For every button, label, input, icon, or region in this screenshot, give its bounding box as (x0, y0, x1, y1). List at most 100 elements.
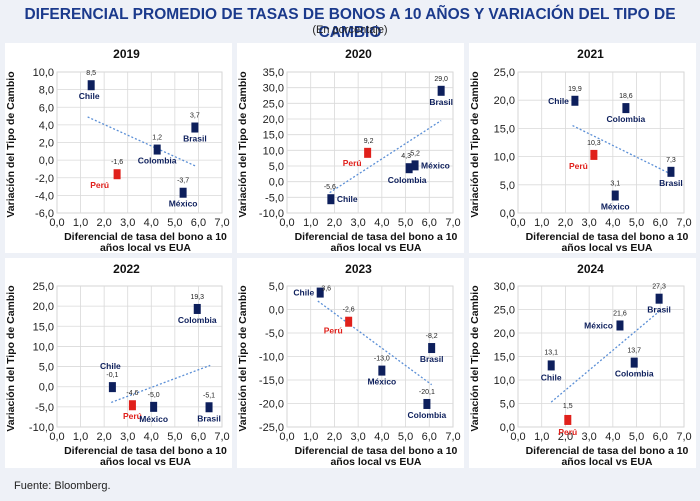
chart-2021-point-peru (590, 149, 598, 160)
chart-2022-country-label-chile: Chile (100, 361, 121, 371)
chart-2019-xtick-label: 6,0 (191, 217, 206, 229)
chart-2019-point-mexico (179, 187, 187, 198)
chart-2020-xtick-label: 7,0 (445, 217, 460, 229)
chart-2023-value-label-mexico: -13,0 (374, 356, 390, 363)
chart-2023-value-label-peru: -2,6 (343, 307, 355, 314)
chart-2021-country-label-mexico: México (601, 202, 630, 212)
chart-2022-ytick-label: 20,0 (33, 301, 54, 313)
chart-2019-point-peru (113, 169, 121, 180)
chart-2022-value-label-chile: -0,1 (106, 372, 118, 379)
chart-2024-xtick-label: 0,0 (510, 431, 525, 443)
chart-2023-point-colombia (423, 398, 431, 409)
chart-2020-xtick-label: 3,0 (350, 217, 365, 229)
chart-2021-ytick-label: 25,0 (494, 67, 515, 79)
chart-2022-point-mexico (150, 401, 158, 412)
chart-2020-xlabel-line1: Diferencial de tasa del bono a 10 (295, 231, 458, 243)
chart-2022-ytick-label: 15,0 (33, 321, 54, 333)
chart-2020-point-mexico (411, 160, 419, 171)
chart-2023-point-chile (316, 287, 324, 298)
chart-2020-ytick-label: 20,0 (263, 114, 284, 126)
chart-2022-xlabel-line1: Diferencial de tasa del bono a 10 (64, 445, 227, 457)
chart-2021-trendline (572, 124, 673, 176)
chart-2019-value-label-mexico: -3,7 (177, 178, 189, 185)
chart-2021-ytick-label: 10,0 (494, 152, 515, 164)
chart-2021-xtick-label: 4,0 (605, 217, 620, 229)
chart-2022-xtick-label: 2,0 (96, 431, 111, 443)
page-title: DIFERENCIAL PROMEDIO DE TASAS DE BONOS A… (24, 6, 676, 41)
chart-2024-point-chile (547, 360, 555, 371)
chart-2020-point-brasil (437, 85, 445, 96)
chart-2021-value-label-brasil: 7,3 (666, 157, 676, 164)
chart-2022-trendline (110, 364, 211, 404)
chart-2020-ytick-label: 5,0 (269, 161, 284, 173)
chart-2022-country-label-colombia: Colombia (178, 315, 217, 325)
chart-2020-xtick-label: 0,0 (279, 217, 294, 229)
chart-2020-point-colombia (405, 163, 413, 174)
chart-2024-value-label-mexico: 21,6 (613, 310, 627, 317)
chart-2022-point-peru (128, 400, 136, 411)
chart-2022-ylabel: Variación del Tipo de Cambio (5, 285, 17, 431)
chart-2024-xtick-label: 6,0 (653, 431, 668, 443)
chart-2020-ylabel: Variación del Tipo de Cambio (237, 71, 249, 217)
chart-2024-country-label-peru: Perú (558, 427, 577, 437)
chart-2023-value-label-brasil: -8,2 (426, 333, 438, 340)
chart-2021-xtick-label: 5,0 (629, 217, 644, 229)
chart-2021-xtick-label: 6,0 (653, 217, 668, 229)
chart-2023-country-label-brasil: Brasil (420, 354, 444, 364)
chart-2022-title: 2022 (113, 262, 140, 276)
chart-2020-value-label-colombia: 4,3 (401, 153, 411, 160)
chart-2021-title: 2021 (577, 47, 604, 61)
chart-2023-ytick-label: -20,0 (259, 399, 284, 411)
chart-2023-value-label-chile: 3,6 (321, 286, 331, 293)
chart-2020-value-label-brasil: 29,0 (434, 76, 448, 83)
chart-2021-country-label-chile: Chile (548, 96, 569, 106)
chart-2020-ytick-label: 0,0 (269, 177, 284, 189)
chart-2023-point-peru (345, 316, 353, 327)
chart-2023-xtick-label: 4,0 (374, 431, 389, 443)
chart-2024-value-label-brasil: 27,3 (652, 284, 666, 291)
chart-2020-xtick-label: 6,0 (422, 217, 437, 229)
chart-2019-ytick-label: 10,0 (33, 67, 54, 79)
chart-2022-ytick-label: 25,0 (33, 281, 54, 293)
chart-2022-point-brasil (205, 402, 213, 413)
chart-2023-ytick-label: -5,0 (265, 328, 284, 340)
chart-2020-ytick-label: -10,0 (259, 208, 284, 220)
chart-2020-ytick-label: -5,0 (265, 192, 284, 204)
chart-2024-xtick-label: 5,0 (629, 431, 644, 443)
chart-2019-point-brasil (191, 122, 199, 133)
chart-2024-country-label-colombia: Colombia (615, 369, 654, 379)
chart-2019-ytick-label: 0,0 (39, 155, 54, 167)
chart-2021-xtick-label: 2,0 (558, 217, 573, 229)
chart-2021-ylabel: Variación del Tipo de Cambio (469, 71, 481, 217)
chart-2019-xlabel-line1: Diferencial de tasa del bono a 10 (64, 231, 227, 243)
chart-2024-xlabel-line2: años local vs EUA (561, 456, 652, 468)
chart-2020-country-label-peru: Perú (343, 158, 362, 168)
chart-2021-xlabel-line2: años local vs EUA (561, 242, 652, 254)
chart-2021-xtick-label: 3,0 (581, 217, 596, 229)
chart-2020-ytick-label: 30,0 (263, 83, 284, 95)
chart-2023-ytick-label: -10,0 (259, 352, 284, 364)
chart-2020-xtick-label: 1,0 (303, 217, 318, 229)
chart-2020-ytick-label: 10,0 (263, 145, 284, 157)
chart-2023-xtick-label: 1,0 (303, 431, 318, 443)
chart-2024-value-label-colombia: 13,7 (627, 348, 641, 355)
chart-2019-ytick-label: 8,0 (39, 85, 54, 97)
chart-2024-ytick-label: 0,0 (500, 422, 515, 434)
chart-2022-xlabel-line2: años local vs EUA (100, 456, 191, 468)
chart-2021-value-label-chile: 19,9 (568, 86, 582, 93)
chart-2023-ytick-label: -15,0 (259, 375, 284, 387)
chart-2022-ytick-label: -10,0 (29, 422, 54, 434)
page-subtitle: (En porcentaje) (312, 24, 388, 36)
chart-2019-country-label-colombia: Colombia (138, 156, 177, 166)
chart-2020-country-label-chile: Chile (337, 194, 358, 204)
chart-2020-value-label-peru: 9,2 (364, 138, 374, 145)
chart-2022-country-label-brasil: Brasil (197, 413, 221, 423)
chart-2020-xtick-label: 2,0 (327, 217, 342, 229)
chart-2024-point-mexico (616, 320, 624, 331)
chart-2020-value-label-mexico: 5,2 (410, 150, 420, 157)
chart-2020-ytick-label: 15,0 (263, 130, 284, 142)
chart-2021-value-label-mexico: 3,1 (610, 181, 620, 188)
chart-2021-xlabel-line1: Diferencial de tasa del bono a 10 (526, 231, 689, 243)
chart-2020-point-chile (327, 194, 335, 205)
chart-2019-ytick-label: 2,0 (39, 138, 54, 150)
